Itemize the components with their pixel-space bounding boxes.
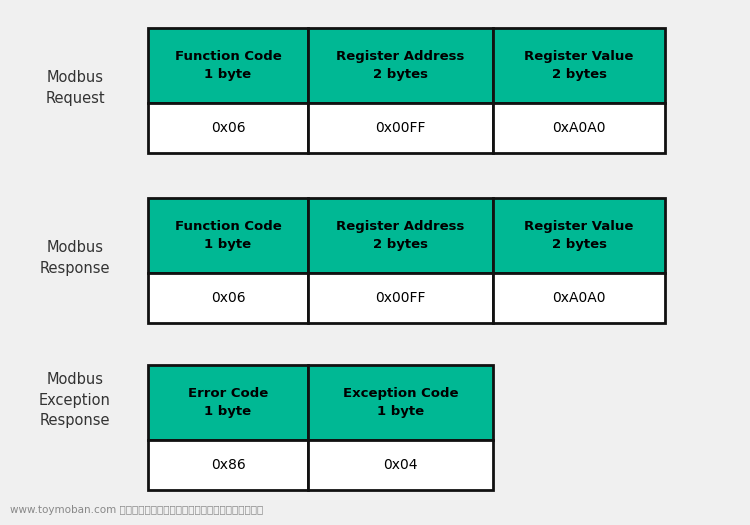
Text: Function Code
1 byte: Function Code 1 byte	[175, 220, 281, 251]
Bar	[148, 440, 308, 490]
Bar	[308, 28, 493, 103]
Text: 0x06: 0x06	[211, 121, 245, 135]
Text: Error Code
1 byte: Error Code 1 byte	[188, 387, 268, 418]
Text: Function Code
1 byte: Function Code 1 byte	[175, 50, 281, 81]
Text: 0xA0A0: 0xA0A0	[552, 291, 606, 305]
Text: Modbus
Response: Modbus Response	[40, 240, 110, 276]
Bar	[493, 28, 665, 103]
Text: Register Address
2 bytes: Register Address 2 bytes	[336, 50, 465, 81]
Text: 0xA0A0: 0xA0A0	[552, 121, 606, 135]
Bar	[148, 273, 308, 323]
Bar	[148, 198, 308, 273]
Text: www.toymoban.com 网络图片仅供展示，非存储，如有侵权请联系删除。: www.toymoban.com 网络图片仅供展示，非存储，如有侵权请联系删除。	[10, 505, 263, 515]
Bar	[308, 273, 493, 323]
Bar	[148, 28, 308, 103]
Text: 0x06: 0x06	[211, 291, 245, 305]
Bar	[493, 103, 665, 153]
Text: 0x86: 0x86	[211, 458, 245, 472]
Bar	[308, 440, 493, 490]
Bar	[493, 273, 665, 323]
Text: Exception Code
1 byte: Exception Code 1 byte	[343, 387, 458, 418]
Bar	[493, 198, 665, 273]
Bar	[308, 365, 493, 440]
Bar	[308, 198, 493, 273]
Text: Register Value
2 bytes: Register Value 2 bytes	[524, 50, 634, 81]
Text: Register Address
2 bytes: Register Address 2 bytes	[336, 220, 465, 251]
Bar	[308, 103, 493, 153]
Text: Modbus
Request: Modbus Request	[45, 70, 105, 106]
Bar	[148, 103, 308, 153]
Text: 0x00FF: 0x00FF	[375, 291, 426, 305]
Text: Register Value
2 bytes: Register Value 2 bytes	[524, 220, 634, 251]
Text: Modbus
Exception
Response: Modbus Exception Response	[39, 372, 111, 428]
Bar	[148, 365, 308, 440]
Text: 0x00FF: 0x00FF	[375, 121, 426, 135]
Text: 0x04: 0x04	[383, 458, 418, 472]
